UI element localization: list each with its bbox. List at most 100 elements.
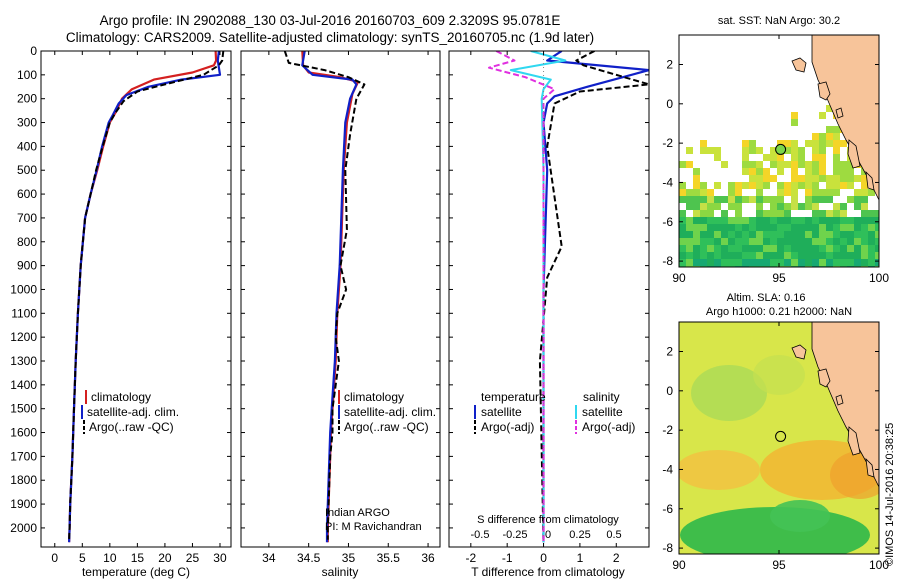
sst-cell [840,182,847,189]
sst-cell [749,140,756,147]
sst-cell [854,224,861,231]
sst-cell [791,189,798,196]
x-tick-label: 15 [131,551,145,565]
sst-cell [812,189,819,196]
sst-cell [819,231,826,238]
sst-cell [791,259,798,266]
y-tick-label: 1700 [10,449,37,463]
sst-cell [847,182,854,189]
sst-map-panel: sat. SST: NaN Argo: 30.2 90 95 100 -8 -6 -4 -2… [662,15,889,285]
sst-cell [861,182,868,189]
sst-cell [707,203,714,210]
sst-cell [798,175,805,182]
island-simeulue [791,344,807,360]
sst-cell [777,210,784,217]
sst-cell [693,259,700,266]
s-tick: -0.25 [502,529,527,541]
temperature-panel: 0100200300400500600700800900100011001200… [10,44,232,579]
sst-cell [749,259,756,266]
sst-cell [700,259,707,266]
sst-cell [861,175,868,182]
sst-cell [749,168,756,175]
map-x-tick-label: 90 [672,558,686,572]
sst-cell [749,252,756,259]
sst-cell [714,238,721,245]
sst-cell [756,203,763,210]
sst-cell [840,259,847,266]
argo-float-marker [775,143,787,155]
sst-cell [700,189,707,196]
sst-cell [812,154,819,161]
map-y-tick-label: -4 [662,175,673,189]
sst-cell [763,168,770,175]
sst-cell [693,182,700,189]
sst-cell [721,161,728,168]
sst-cell [693,196,700,203]
sst-cell [749,161,756,168]
sst-cell [763,175,770,182]
sst-cell [833,210,840,217]
sst-cell [770,259,777,266]
y-tick-label: 200 [17,92,37,106]
sst-cell [679,182,686,189]
sst-cell [791,182,798,189]
sla-map-subtitle: Argo h1000: 0.21 h2000: NaN [706,306,852,318]
sst-cell [875,238,879,245]
sst-cell [700,224,707,231]
temperature-legend: climatology satellite-adj. clim. Argo(..… [81,390,179,434]
sst-cell [777,238,784,245]
sst-cell [693,168,700,175]
map-y-tick-label: 2 [666,57,673,71]
sst-cell [826,217,833,224]
x-tick-label: 35 [342,551,356,565]
sst-cell [742,168,749,175]
sst-cell [770,210,777,217]
map-y-tick-label: -2 [662,423,673,437]
sst-cell [875,259,879,266]
x-tick-label: 0 [51,551,58,565]
sst-cell [826,105,833,112]
temperature-axes-frame [40,50,232,548]
sst-cell [693,189,700,196]
sst-cell [728,224,735,231]
sst-cell [819,245,826,252]
sst-cell [861,238,868,245]
sst-cell [833,231,840,238]
y-tick-label: 1900 [10,497,37,511]
sst-cell [700,238,707,245]
sst-cell [868,259,875,266]
sst-cell [854,203,861,210]
sst-cell [833,245,840,252]
sst-cell [875,245,879,252]
sst-cell [763,224,770,231]
sst-cell [777,168,784,175]
sst-cell [735,259,742,266]
sst-cell [714,252,721,259]
legend-t-argo-label: Argo(-adj) [481,420,534,434]
x-tick-label: 25 [186,551,200,565]
s-tick: 0.5 [606,529,621,541]
sst-cell [798,161,805,168]
sst-cell [791,238,798,245]
sst-cell [756,238,763,245]
difference-axes-frame [448,50,650,548]
sst-cell [763,182,770,189]
sumatra-landmass [811,322,879,488]
salinity-note-pi: PI: M Ravichandran [325,521,422,533]
difference-legend: temperature salinity satellite Argo(-adj… [474,390,635,434]
sst-cell [812,245,819,252]
island-sipora [865,457,875,478]
y-tick-label: 500 [17,163,37,177]
sst-cell [777,203,784,210]
salinity-satellite-adj-line [301,51,358,543]
map-y-tick-label: -8 [662,541,673,555]
sst-cell [826,231,833,238]
y-tick-label: 900 [17,259,37,273]
sst-cell [791,154,798,161]
sst-cell [791,140,798,147]
sst-cell [679,217,686,224]
sst-cell [728,196,735,203]
sst-cell [714,196,721,203]
x-tick-label: 5 [79,551,86,565]
sst-cell [763,154,770,161]
